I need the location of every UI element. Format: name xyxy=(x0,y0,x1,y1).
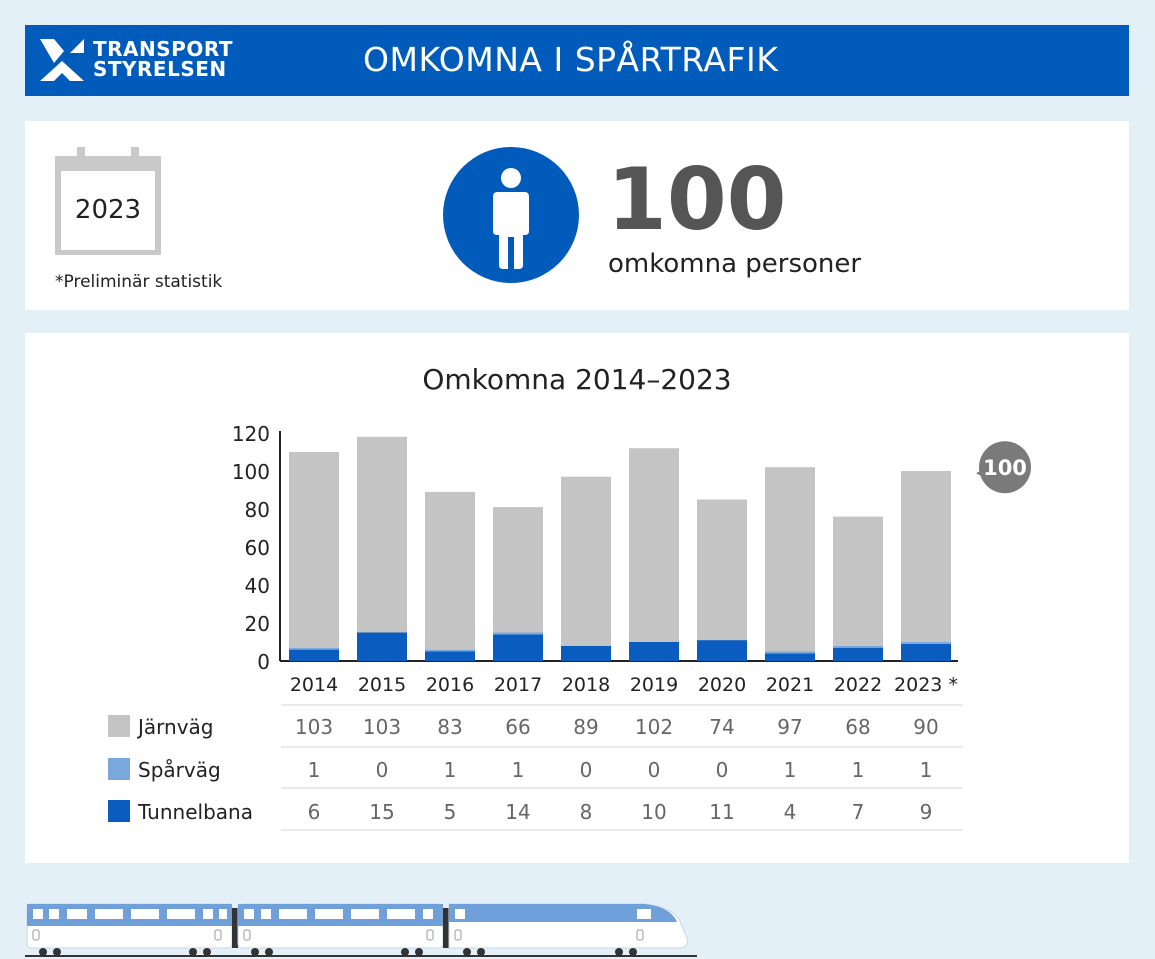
x-tick-label: 2022 xyxy=(834,674,882,696)
y-tick-label: 40 xyxy=(245,574,270,598)
table-cell: 1 xyxy=(852,758,865,782)
logo-line-2: STYRELSEN xyxy=(93,57,227,81)
callout-label: 100 xyxy=(983,456,1027,480)
table-cell: 1 xyxy=(784,758,797,782)
table-cell: 1 xyxy=(308,758,321,782)
page-title: OMKOMNA I SPÅRTRAFIK xyxy=(363,40,779,79)
person-badge xyxy=(443,147,579,283)
person-icon xyxy=(493,168,529,269)
x-tick-label: 2018 xyxy=(562,674,610,696)
bar-tunnelbana-2014 xyxy=(289,649,339,661)
table-cell: 1 xyxy=(444,758,457,782)
table-cell: 1 xyxy=(920,758,933,782)
bar-järnväg-2020 xyxy=(697,499,747,641)
table-cell: 83 xyxy=(437,715,462,739)
table-cell: 0 xyxy=(580,758,593,782)
table-cell: 14 xyxy=(505,800,530,824)
table-cell: 7 xyxy=(852,800,865,824)
legend-swatch-1 xyxy=(108,758,130,780)
x-tick-label: 2017 xyxy=(494,674,542,696)
table-cell: 15 xyxy=(369,800,394,824)
callout-bubble xyxy=(979,441,1031,494)
chart-title: Omkomna 2014–2023 xyxy=(422,363,732,396)
table-cell: 4 xyxy=(784,800,797,824)
bar-tunnelbana-2015 xyxy=(357,632,407,661)
bar-järnväg-2014 xyxy=(289,452,339,648)
y-tick-label: 100 xyxy=(232,460,270,484)
table-cell: 102 xyxy=(635,715,673,739)
table-cell: 89 xyxy=(573,715,598,739)
table-cell: 11 xyxy=(709,800,734,824)
bar-järnväg-2019 xyxy=(629,448,679,642)
x-tick-label: 2014 xyxy=(290,674,338,696)
table-cell: 9 xyxy=(920,800,933,824)
bar-spårväg-2014 xyxy=(289,647,339,650)
calendar-icon xyxy=(55,147,161,255)
table-cell: 0 xyxy=(648,758,661,782)
table-cell: 68 xyxy=(845,715,870,739)
table-cell: 103 xyxy=(295,715,333,739)
table-cell: 74 xyxy=(709,715,734,739)
bar-tunnelbana-2017 xyxy=(493,634,543,661)
bar-tunnelbana-2023 xyxy=(901,643,951,661)
bar-spårväg-2021 xyxy=(765,651,815,654)
bar-järnväg-2021 xyxy=(765,467,815,652)
bar-tunnelbana-2022 xyxy=(833,647,883,661)
preliminary-note: *Preliminär statistik xyxy=(55,272,223,292)
legend-swatch-2 xyxy=(108,800,130,822)
bar-järnväg-2023 xyxy=(901,471,951,642)
table-row-label: Tunnelbana xyxy=(137,800,253,824)
y-tick-label: 60 xyxy=(245,536,270,560)
table-cell: 8 xyxy=(580,800,593,824)
bar-spårväg-2016 xyxy=(425,649,475,652)
y-tick-label: 120 xyxy=(232,422,270,446)
bar-spårväg-2023 xyxy=(901,642,951,644)
bar-tunnelbana-2020 xyxy=(697,640,747,661)
logo-line-1: TRANSPORT xyxy=(93,37,233,61)
table-cell: 66 xyxy=(505,715,530,739)
bar-tunnelbana-2019 xyxy=(629,642,679,661)
total-deaths: 100 xyxy=(607,150,787,250)
y-tick-label: 80 xyxy=(245,498,270,522)
bar-tunnelbana-2021 xyxy=(765,653,815,661)
bar-spårväg-2017 xyxy=(493,632,543,635)
total-deaths-label: omkomna personer xyxy=(608,249,862,279)
x-tick-label: 2021 xyxy=(766,674,814,696)
bar-järnväg-2015 xyxy=(357,436,407,633)
table-cell: 0 xyxy=(716,758,729,782)
bar-järnväg-2017 xyxy=(493,507,543,633)
bar-järnväg-2022 xyxy=(833,516,883,646)
table-cell: 103 xyxy=(363,715,401,739)
table-cell: 1 xyxy=(512,758,525,782)
x-tick-label: 2016 xyxy=(426,674,474,696)
table-cell: 90 xyxy=(913,715,938,739)
bar-tunnelbana-2018 xyxy=(561,645,611,661)
bar-spårväg-2022 xyxy=(833,645,883,648)
y-tick-label: 20 xyxy=(245,612,270,636)
chart-panel: Omkomna 2014–2023 0 20 40 60 80 100 120 2014 201… xyxy=(25,333,1129,863)
table-cell: 10 xyxy=(641,800,666,824)
table-row-label: Spårväg xyxy=(138,758,221,782)
table-cell: 0 xyxy=(376,758,389,782)
table-cell: 6 xyxy=(308,800,321,824)
x-tick-label: 2020 xyxy=(698,674,746,696)
table-cell: 5 xyxy=(444,800,457,824)
x-tick-label: 2019 xyxy=(630,674,678,696)
bar-järnväg-2018 xyxy=(561,476,611,646)
table-row-label: Järnväg xyxy=(136,715,214,739)
bar-järnväg-2016 xyxy=(425,491,475,650)
x-tick-label: 2023 * xyxy=(894,674,958,696)
table-cell: 97 xyxy=(777,715,802,739)
transportstyrelsen-logo-icon xyxy=(40,39,84,81)
train-illustration xyxy=(25,903,697,957)
header-banner: TRANSPORT STYRELSEN OMKOMNA I SPÅRTRAFIK xyxy=(25,25,1129,96)
legend-swatch-0 xyxy=(108,715,130,737)
bar-tunnelbana-2016 xyxy=(425,651,475,661)
summary-panel: 2023 *Preliminär statistik 100 omkomna p… xyxy=(25,121,1129,310)
calendar-year: 2023 xyxy=(74,195,142,225)
y-tick-label: 0 xyxy=(257,650,270,674)
x-tick-label: 2015 xyxy=(358,674,406,696)
logo-text: TRANSPORT STYRELSEN xyxy=(93,39,233,79)
